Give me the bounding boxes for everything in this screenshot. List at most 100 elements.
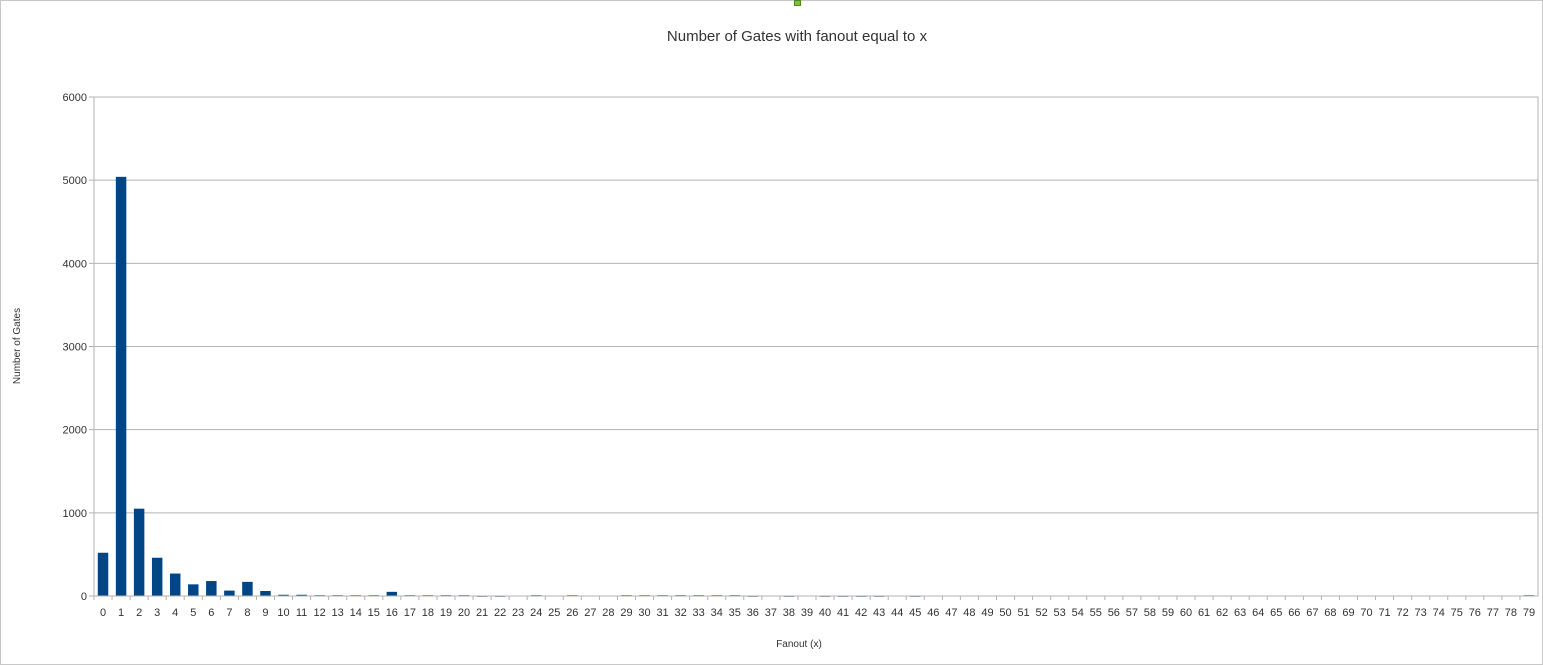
x-tick-label: 15 xyxy=(368,607,380,619)
x-tick-label: 46 xyxy=(927,607,939,619)
x-tick-label: 31 xyxy=(656,607,668,619)
x-tick-label: 8 xyxy=(244,607,250,619)
chart-title: Number of Gates with fanout equal to x xyxy=(667,28,928,45)
x-tick-label: 56 xyxy=(1108,607,1120,619)
y-axis-ticks: 0 1000 2000 3000 4000 5000 6000 xyxy=(63,92,87,603)
x-tick-label: 53 xyxy=(1054,607,1066,619)
x-tick-label: 79 xyxy=(1523,607,1535,619)
x-tick-label: 68 xyxy=(1324,607,1336,619)
bar xyxy=(133,508,145,596)
y-axis-label: Number of Gates xyxy=(12,308,23,384)
x-tick-label: 34 xyxy=(711,607,723,619)
bar xyxy=(260,591,271,596)
x-tick-label: 21 xyxy=(476,607,488,619)
bar xyxy=(296,594,307,596)
x-tick-label: 49 xyxy=(981,607,993,619)
x-tick-label: 33 xyxy=(693,607,705,619)
x-axis-ticks: 0 1 2 3 4 5 6 7 8 9 10 11 12 13 14 15 16 17 18 19 20 21 22 23 24… xyxy=(93,596,1535,619)
x-tick-label: 14 xyxy=(350,607,362,619)
plot-area xyxy=(93,96,1539,597)
x-tick-label: 32 xyxy=(675,607,687,619)
x-tick-label: 19 xyxy=(440,607,452,619)
bar xyxy=(224,590,235,596)
x-tick-label: 51 xyxy=(1017,607,1029,619)
y-tick-label: 3000 xyxy=(63,342,87,354)
x-tick-label: 37 xyxy=(765,607,777,619)
x-tick-label: 73 xyxy=(1415,607,1427,619)
x-tick-label: 26 xyxy=(566,607,578,619)
x-tick-label: 76 xyxy=(1469,607,1481,619)
x-tick-label: 2 xyxy=(136,607,142,619)
x-tick-label: 35 xyxy=(729,607,741,619)
x-tick-label: 36 xyxy=(747,607,759,619)
x-tick-label: 78 xyxy=(1505,607,1517,619)
x-tick-label: 10 xyxy=(277,607,289,619)
x-tick-label: 27 xyxy=(584,607,596,619)
x-tick-label: 7 xyxy=(226,607,232,619)
bar xyxy=(206,581,217,596)
x-tick-label: 65 xyxy=(1270,607,1282,619)
x-tick-label: 48 xyxy=(963,607,975,619)
x-tick-label: 77 xyxy=(1487,607,1499,619)
x-tick-label: 52 xyxy=(1036,607,1048,619)
y-tick-label: 4000 xyxy=(63,258,87,270)
x-tick-label: 40 xyxy=(819,607,831,619)
x-tick-label: 29 xyxy=(620,607,632,619)
y-tick-label: 5000 xyxy=(63,175,87,187)
x-tick-label: 70 xyxy=(1360,607,1372,619)
x-tick-label: 57 xyxy=(1126,607,1138,619)
x-tick-label: 41 xyxy=(837,607,849,619)
bar xyxy=(242,581,253,596)
x-tick-label: 43 xyxy=(873,607,885,619)
y-tick-label: 6000 xyxy=(63,92,87,104)
bar xyxy=(188,584,199,596)
x-tick-label: 23 xyxy=(512,607,524,619)
x-tick-label: 55 xyxy=(1090,607,1102,619)
x-tick-label: 6 xyxy=(208,607,214,619)
bar xyxy=(169,573,181,596)
x-tick-label: 17 xyxy=(404,607,416,619)
x-tick-label: 24 xyxy=(530,607,542,619)
y-tick-label: 0 xyxy=(81,591,87,603)
bar xyxy=(386,591,398,596)
bar xyxy=(151,557,163,596)
x-tick-label: 66 xyxy=(1288,607,1300,619)
x-tick-label: 64 xyxy=(1252,607,1264,619)
bar xyxy=(97,552,109,596)
x-tick-label: 59 xyxy=(1162,607,1174,619)
x-tick-label: 62 xyxy=(1216,607,1228,619)
x-tick-label: 63 xyxy=(1234,607,1246,619)
x-tick-label: 13 xyxy=(332,607,344,619)
x-tick-label: 69 xyxy=(1342,607,1354,619)
x-tick-label: 45 xyxy=(909,607,921,619)
x-tick-label: 12 xyxy=(314,607,326,619)
x-tick-label: 67 xyxy=(1306,607,1318,619)
x-tick-label: 75 xyxy=(1451,607,1463,619)
x-tick-label: 5 xyxy=(190,607,196,619)
x-tick-label: 0 xyxy=(100,607,106,619)
x-tick-label: 72 xyxy=(1397,607,1409,619)
x-tick-label: 42 xyxy=(855,607,867,619)
x-tick-label: 9 xyxy=(262,607,268,619)
bar xyxy=(278,594,289,596)
x-tick-label: 60 xyxy=(1180,607,1192,619)
selection-handle[interactable] xyxy=(794,0,801,6)
x-tick-label: 58 xyxy=(1144,607,1156,619)
x-axis-label: Fanout (x) xyxy=(776,639,822,650)
y-tick-label: 1000 xyxy=(63,508,87,520)
x-tick-label: 18 xyxy=(422,607,434,619)
y-tick-label: 2000 xyxy=(63,425,87,437)
x-tick-label: 61 xyxy=(1198,607,1210,619)
gridlines xyxy=(89,96,1538,597)
x-tick-label: 16 xyxy=(386,607,398,619)
x-tick-label: 47 xyxy=(945,607,957,619)
x-tick-label: 39 xyxy=(801,607,813,619)
x-tick-label: 50 xyxy=(999,607,1011,619)
x-tick-label: 54 xyxy=(1072,607,1084,619)
bars xyxy=(97,176,1535,597)
x-tick-label: 44 xyxy=(891,607,903,619)
bar xyxy=(115,176,127,596)
x-tick-label: 25 xyxy=(548,607,560,619)
